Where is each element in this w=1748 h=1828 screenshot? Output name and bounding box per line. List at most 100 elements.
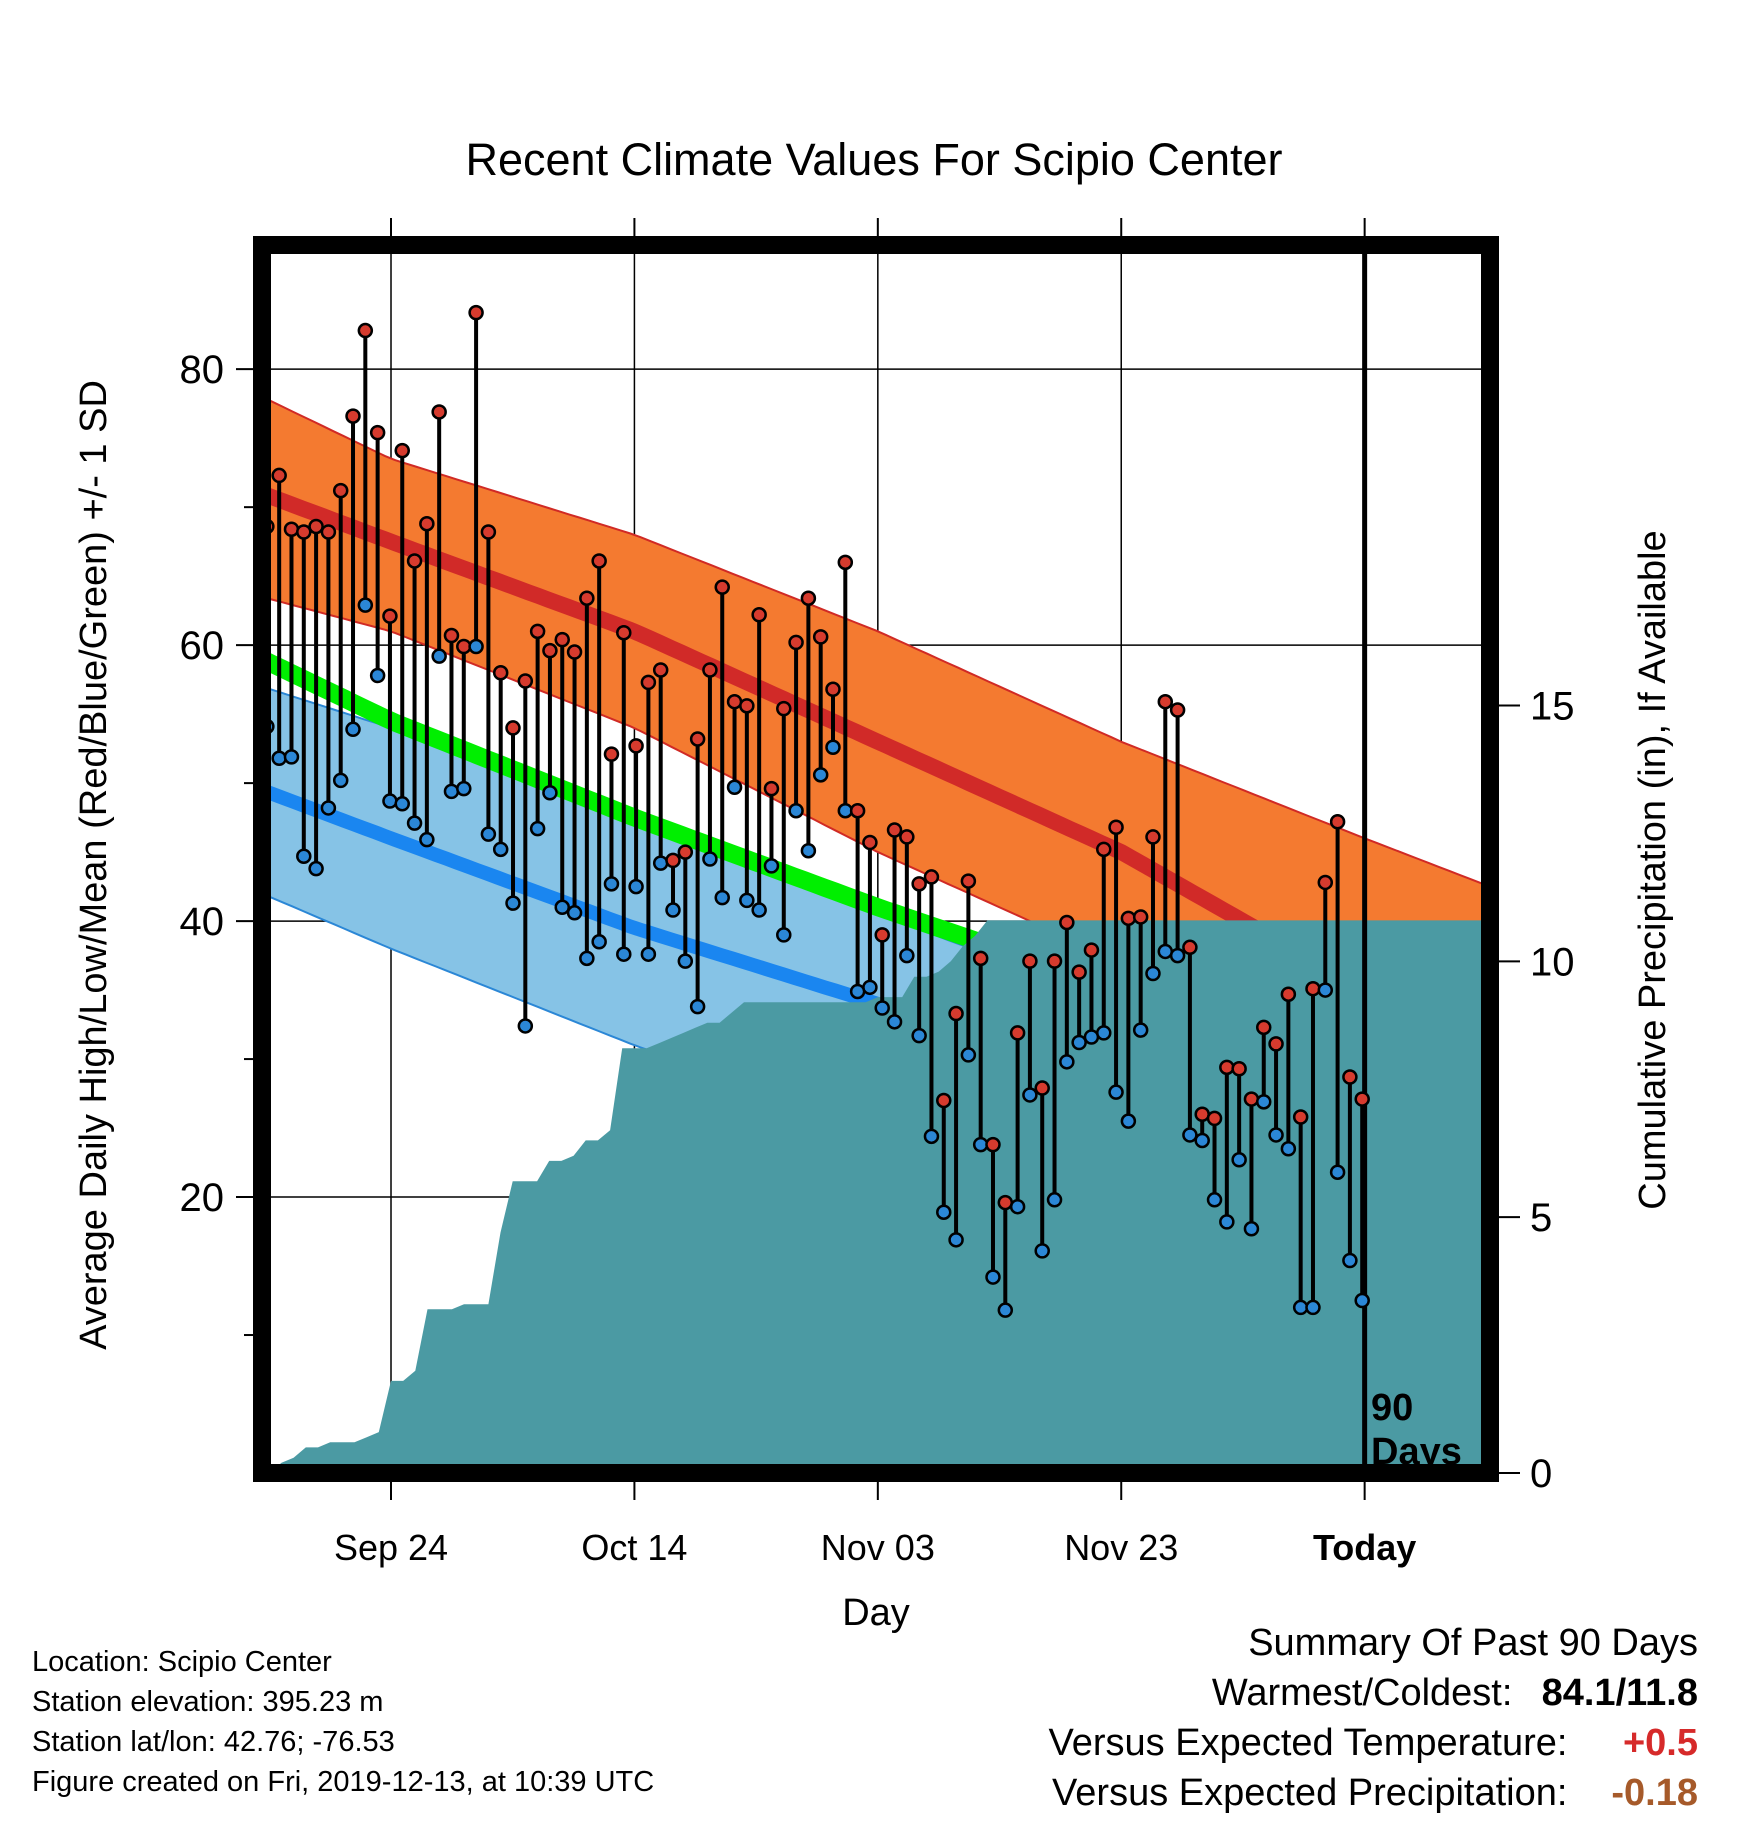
low-point bbox=[985, 1269, 1001, 1285]
chart-title: Recent Climate Values For Scipio Center bbox=[465, 134, 1282, 185]
low-point bbox=[1342, 1252, 1358, 1269]
high-point bbox=[480, 524, 497, 540]
low-point bbox=[936, 1204, 952, 1220]
high-point bbox=[960, 873, 977, 889]
high-point bbox=[1342, 1069, 1358, 1085]
created-text: Figure created on Fri, 2019-12-13, at 10… bbox=[32, 1766, 655, 1798]
low-point bbox=[714, 889, 730, 906]
summary-temp: Versus Expected Temperature: +0.5 bbox=[1049, 1718, 1698, 1768]
low-point bbox=[1157, 943, 1174, 960]
high-point bbox=[1256, 1019, 1272, 1036]
high-point bbox=[1329, 813, 1346, 830]
high-point bbox=[628, 738, 644, 754]
high-point bbox=[1096, 841, 1112, 858]
high-point bbox=[1219, 1059, 1235, 1076]
low-point bbox=[862, 979, 878, 996]
high-point bbox=[923, 869, 940, 885]
low-point bbox=[837, 802, 854, 819]
high-point bbox=[665, 852, 681, 869]
low-point bbox=[480, 826, 497, 842]
y2-tick-label: 0 bbox=[1530, 1452, 1552, 1496]
low-point bbox=[382, 793, 398, 809]
high-point bbox=[1022, 953, 1038, 969]
high-point bbox=[837, 554, 854, 571]
low-point bbox=[923, 1128, 940, 1145]
low-point bbox=[800, 842, 817, 859]
low-point bbox=[308, 860, 324, 877]
low-point bbox=[1317, 982, 1334, 998]
temp-label: Versus Expected Temperature: bbox=[1048, 1722, 1568, 1764]
elevation-text: Station elevation: 395.23 m bbox=[32, 1686, 384, 1718]
high-point bbox=[382, 608, 398, 624]
high-point bbox=[652, 662, 669, 678]
high-point bbox=[1292, 1109, 1309, 1125]
low-point bbox=[702, 851, 718, 867]
y-axis-label: Average Daily High/Low/Mean (Red/Blue/Gr… bbox=[73, 380, 115, 1350]
temp-value: +0.5 bbox=[1622, 1722, 1698, 1764]
y2-tick-label: 10 bbox=[1530, 940, 1575, 984]
low-point bbox=[492, 841, 509, 858]
low-point bbox=[788, 802, 804, 819]
low-point bbox=[1083, 1029, 1100, 1045]
low-point bbox=[566, 905, 583, 921]
x-tick-label: Sep 24 bbox=[334, 1527, 448, 1568]
high-point bbox=[517, 673, 534, 689]
low-point bbox=[603, 876, 620, 892]
low-point bbox=[751, 902, 767, 918]
low-point bbox=[554, 899, 570, 916]
high-point bbox=[972, 950, 989, 967]
high-point bbox=[1059, 914, 1075, 931]
y-tick-label: 20 bbox=[180, 1176, 225, 1220]
high-point bbox=[406, 553, 423, 569]
x-axis-label: Day bbox=[842, 1592, 910, 1634]
high-point bbox=[825, 681, 841, 698]
high-point bbox=[456, 638, 472, 655]
high-point bbox=[997, 1194, 1014, 1211]
high-point bbox=[936, 1092, 952, 1109]
low-point bbox=[849, 983, 866, 1000]
low-point bbox=[911, 1027, 927, 1044]
high-point bbox=[271, 467, 287, 484]
summary-panel: Summary Of Past 90 Days Warmest/Coldest:… bbox=[1049, 1618, 1698, 1818]
low-point bbox=[1268, 1127, 1284, 1143]
low-point bbox=[529, 820, 546, 837]
high-point bbox=[849, 802, 866, 819]
low-point bbox=[616, 946, 632, 962]
low-point bbox=[517, 1018, 534, 1034]
high-point bbox=[431, 404, 447, 420]
high-point bbox=[345, 408, 361, 424]
precipitation-area-fill bbox=[269, 920, 1490, 1473]
high-point bbox=[763, 780, 780, 797]
high-point bbox=[505, 720, 521, 736]
low-point bbox=[406, 815, 423, 831]
high-point bbox=[1243, 1091, 1260, 1107]
high-point bbox=[296, 524, 312, 540]
high-point bbox=[1305, 980, 1321, 997]
daily-temperatures bbox=[262, 304, 1370, 1318]
high-point bbox=[739, 698, 755, 714]
high-point bbox=[332, 482, 349, 499]
low-point bbox=[886, 1014, 903, 1030]
x-tick-label: Nov 23 bbox=[1064, 1527, 1178, 1568]
low-point bbox=[948, 1232, 964, 1248]
today-marker-word: Days bbox=[1371, 1431, 1462, 1473]
low-point bbox=[1145, 965, 1161, 982]
low-point bbox=[542, 785, 558, 801]
high-point bbox=[677, 844, 694, 860]
location-text: Location: Scipio Center bbox=[32, 1646, 332, 1678]
axes: 20 40 60 80 0 5 10 15 Sep 24 Oct 14 Nov 03 Nov 23 To… bbox=[180, 218, 1575, 1568]
high-point bbox=[603, 746, 620, 762]
high-point bbox=[899, 829, 915, 845]
high-point bbox=[529, 623, 546, 640]
high-point bbox=[554, 631, 570, 648]
high-point bbox=[1132, 909, 1149, 925]
y-tick-label: 40 bbox=[180, 900, 225, 944]
high-point bbox=[369, 424, 386, 441]
low-point bbox=[1354, 1292, 1370, 1309]
y2-tick-label: 5 bbox=[1530, 1196, 1552, 1240]
low-point bbox=[1292, 1299, 1309, 1316]
low-point bbox=[443, 783, 460, 800]
low-point bbox=[468, 638, 484, 655]
low-point bbox=[1132, 1022, 1149, 1038]
